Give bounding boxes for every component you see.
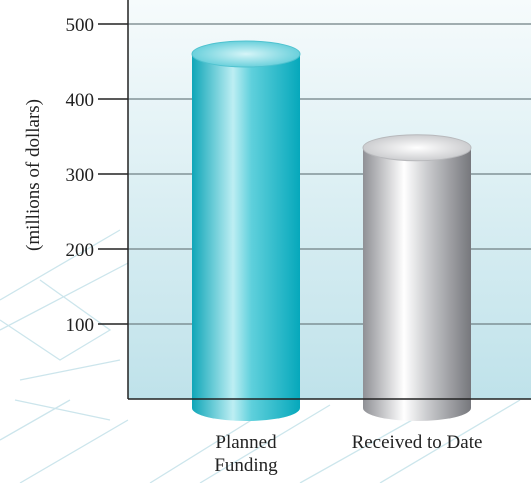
y-tick-label: 500 (66, 15, 95, 36)
bar-body (363, 147, 471, 421)
y-tick-label: 200 (66, 240, 95, 261)
bar-received-to-date (362, 134, 472, 421)
y-tick-labels: 100 200 300 400 500 (66, 15, 95, 336)
category-label: Planned (215, 432, 277, 453)
y-tick-label: 400 (66, 90, 95, 111)
category-label: Funding (214, 455, 278, 476)
y-tick-label: 100 (66, 315, 95, 336)
bar-cap (362, 134, 472, 162)
y-tick-label: 300 (66, 165, 95, 186)
y-axis-title: (millions of dollars) (23, 99, 44, 251)
bars (191, 40, 472, 421)
bar-body (192, 54, 300, 421)
axes (98, 0, 531, 400)
bar-planned-funding (191, 40, 301, 421)
bar-cap (191, 40, 301, 68)
category-label: Received to Date (352, 432, 483, 453)
